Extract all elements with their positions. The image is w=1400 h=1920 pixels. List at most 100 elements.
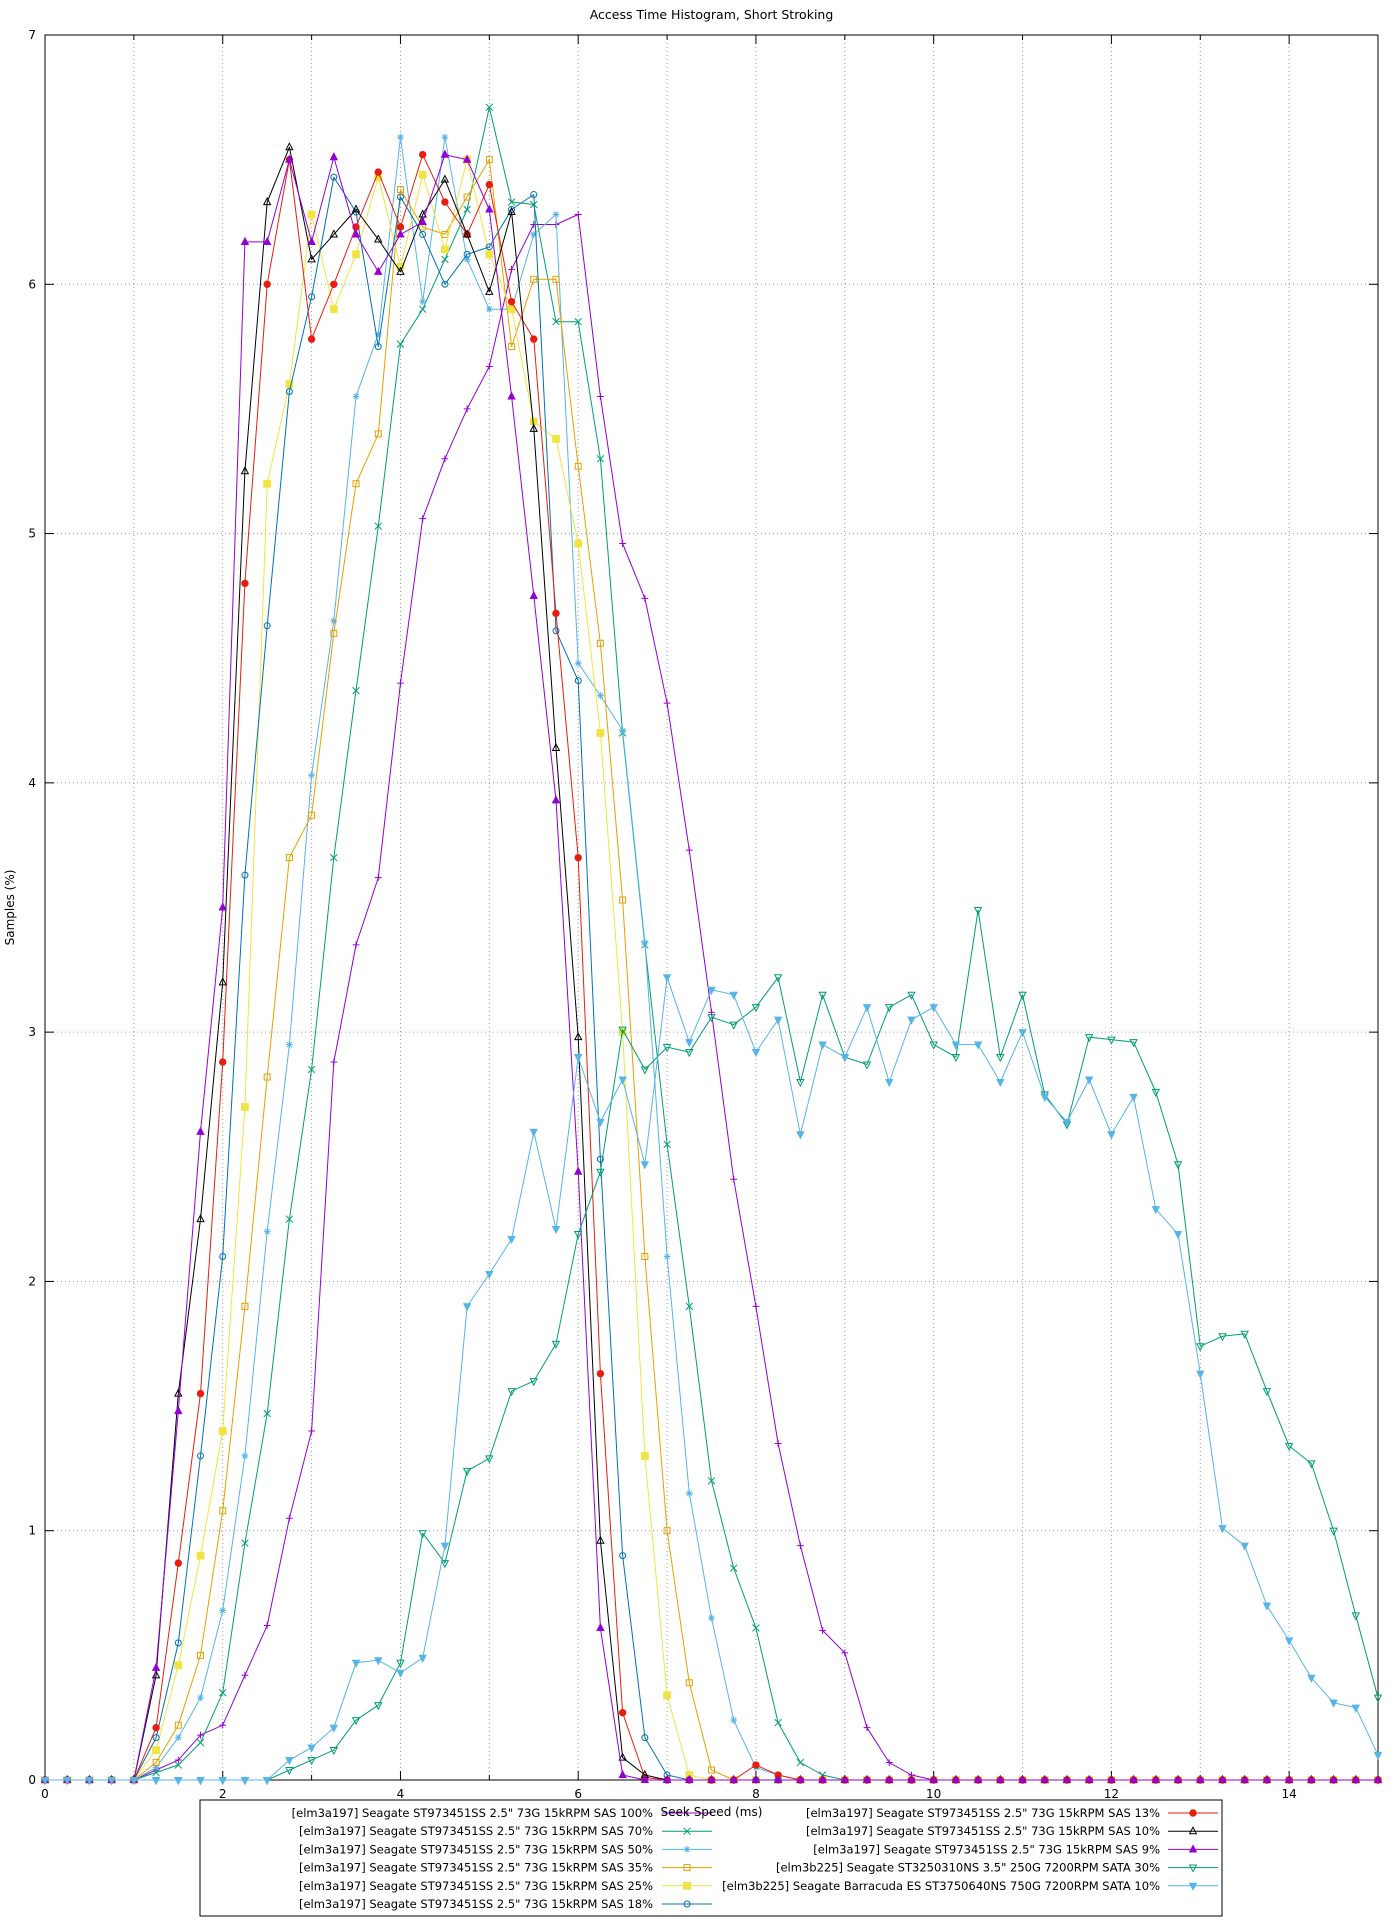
marker-triangle-up-filled bbox=[573, 1166, 583, 1175]
marker-square-open bbox=[641, 1253, 649, 1260]
marker-square-open bbox=[619, 896, 627, 904]
marker-triangle-down-open bbox=[929, 1041, 938, 1050]
marker-x bbox=[307, 1065, 316, 1074]
y-tick-label: 2 bbox=[28, 1274, 36, 1288]
marker-circle-filled bbox=[418, 150, 427, 159]
marker-triangle-down-open bbox=[818, 991, 827, 1000]
marker-x bbox=[263, 1409, 271, 1418]
marker-triangle-up-filled bbox=[685, 1774, 694, 1784]
marker-triangle-up-open bbox=[351, 204, 361, 213]
marker-triangle-up-filled bbox=[773, 1774, 783, 1784]
marker-triangle-down-open bbox=[951, 1054, 961, 1063]
legend-label: [elm3a197] Seagate ST973451SS 2.5" 73G 1… bbox=[806, 1824, 1160, 1838]
marker-triangle-down-open bbox=[1107, 1036, 1116, 1045]
marker-triangle-down-filled bbox=[307, 1744, 316, 1753]
marker-square-open bbox=[530, 275, 538, 283]
marker-asterisk bbox=[530, 231, 538, 238]
marker-triangle-up-open bbox=[507, 206, 516, 216]
marker-triangle-down-filled bbox=[618, 1076, 627, 1085]
marker-triangle-down-open bbox=[973, 906, 983, 916]
marker-triangle-down-filled bbox=[485, 1270, 494, 1280]
marker-triangle-up-filled bbox=[1196, 1774, 1205, 1784]
marker-triangle-down-open bbox=[885, 1004, 894, 1013]
marker-triangle-up-filled bbox=[307, 236, 316, 245]
y-tick-label: 6 bbox=[28, 277, 36, 291]
marker-circle-open bbox=[241, 871, 249, 879]
marker-triangle-down-filled bbox=[218, 1776, 227, 1786]
marker-triangle-down-open bbox=[1284, 1442, 1294, 1452]
marker-asterisk bbox=[730, 1716, 738, 1724]
y-axis-label: Samples (%) bbox=[3, 870, 17, 946]
x-tick-labels: 0 2 4 6 8 10 12 14 bbox=[41, 1787, 1297, 1801]
marker-asterisk bbox=[574, 659, 582, 667]
marker-x bbox=[330, 853, 338, 862]
marker-triangle-down-filled bbox=[1084, 1076, 1094, 1085]
marker-triangle-down-filled bbox=[1188, 1882, 1198, 1891]
marker-triangle-up-open bbox=[218, 977, 227, 986]
marker-triangle-down-open bbox=[751, 1004, 761, 1013]
marker-triangle-up-filled bbox=[729, 1774, 738, 1784]
marker-x bbox=[796, 1758, 805, 1767]
x-tick-label: 8 bbox=[752, 1787, 760, 1801]
marker-circle-open bbox=[330, 173, 338, 181]
marker-triangle-down-open bbox=[573, 1231, 583, 1240]
marker-x bbox=[663, 1140, 671, 1149]
marker-triangle-down-filled bbox=[262, 1776, 272, 1786]
marker-circle-open bbox=[396, 193, 404, 201]
marker-circle-open bbox=[683, 1900, 691, 1908]
marker-triangle-up-filled bbox=[1107, 1774, 1116, 1784]
marker-plus bbox=[285, 1514, 293, 1522]
marker-triangle-down-filled bbox=[1040, 1093, 1049, 1103]
marker-triangle-up-filled bbox=[174, 1405, 183, 1415]
marker-circle-filled bbox=[241, 579, 249, 588]
marker-square-filled bbox=[241, 1103, 249, 1111]
marker-triangle-down-open bbox=[862, 1061, 872, 1070]
marker-x bbox=[396, 340, 405, 348]
marker-triangle-down-open bbox=[374, 1702, 383, 1711]
marker-plus bbox=[619, 540, 627, 547]
marker-asterisk bbox=[683, 1846, 691, 1853]
marker-circle-open bbox=[263, 622, 271, 630]
x-tick-label: 10 bbox=[926, 1787, 941, 1801]
marker-triangle-up-open bbox=[618, 1752, 627, 1761]
marker-square-filled bbox=[307, 210, 316, 219]
marker-asterisk bbox=[552, 211, 560, 218]
marker-triangle-up-filled bbox=[1129, 1774, 1138, 1784]
marker-circle-filled bbox=[174, 1559, 183, 1567]
legend-item: [elm3a197] Seagate ST973451SS 2.5" 73G 1… bbox=[806, 1824, 1218, 1838]
marker-asterisk bbox=[241, 1452, 249, 1460]
marker-x bbox=[729, 1564, 738, 1572]
marker-plus bbox=[241, 1671, 249, 1679]
marker-triangle-up-filled bbox=[751, 1774, 761, 1784]
marker-circle-filled bbox=[507, 298, 516, 306]
marker-triangle-up-filled bbox=[196, 1126, 205, 1135]
marker-asterisk bbox=[441, 133, 449, 141]
marker-plus bbox=[641, 594, 649, 602]
marker-triangle-up-open bbox=[285, 142, 294, 151]
marker-triangle-down-open bbox=[685, 1049, 694, 1058]
marker-triangle-up-filled bbox=[240, 236, 250, 245]
marker-x bbox=[174, 1761, 183, 1769]
marker-triangle-down-open bbox=[1351, 1612, 1361, 1621]
marker-triangle-down-filled bbox=[840, 1054, 850, 1063]
marker-triangle-up-open bbox=[262, 196, 272, 206]
marker-triangle-down-open bbox=[1196, 1343, 1205, 1352]
marker-x bbox=[530, 200, 538, 209]
marker-triangle-up-open bbox=[374, 234, 383, 243]
marker-triangle-down-filled bbox=[951, 1041, 961, 1050]
marker-square-filled bbox=[441, 245, 449, 254]
marker-circle-open bbox=[596, 1155, 604, 1163]
marker-square-open bbox=[197, 1651, 205, 1659]
marker-triangle-up-open bbox=[485, 286, 494, 295]
marker-circle-filled bbox=[263, 280, 271, 288]
marker-plus bbox=[397, 679, 404, 687]
marker-triangle-down-filled bbox=[1218, 1525, 1227, 1534]
marker-triangle-up-filled bbox=[396, 229, 405, 238]
legend-item: [elm3b225] Seagate ST3250310NS 3.5" 250G… bbox=[776, 1861, 1218, 1875]
marker-triangle-down-open bbox=[773, 974, 783, 983]
marker-triangle-up-open bbox=[329, 229, 339, 238]
marker-square-open bbox=[352, 480, 360, 488]
marker-circle-filled bbox=[1189, 1809, 1197, 1817]
marker-triangle-down-open bbox=[529, 1378, 538, 1387]
